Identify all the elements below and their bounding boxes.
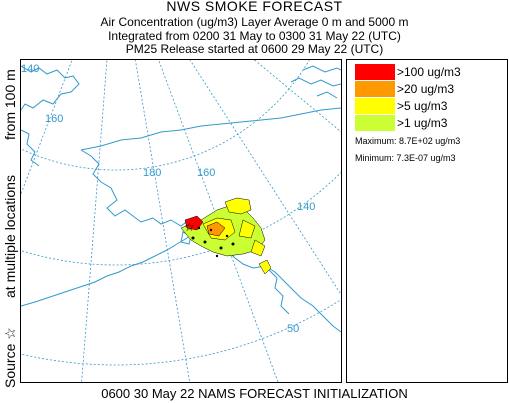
map-panel: 140 160 180 160 140 50 <box>20 59 342 383</box>
smoke-map: 140 160 180 160 140 50 <box>21 60 341 382</box>
legend-label: >1 ug/m3 <box>397 116 448 130</box>
graticule-label: 140 <box>297 201 315 213</box>
integration-period: Integrated from 0200 31 May to 0300 31 M… <box>108 29 401 43</box>
forecast-title: NWS SMOKE FORECAST <box>166 0 343 14</box>
minimum-value: Minimum: 7.3E-07 ug/m3 <box>355 153 456 163</box>
source-label: Source ☆ <box>2 327 18 388</box>
graticule-label: 50 <box>287 323 299 335</box>
graticule-meridians <box>21 60 341 382</box>
legend-label: >5 ug/m3 <box>397 99 448 113</box>
smoke-plume <box>180 197 272 275</box>
legend-label: >20 ug/m3 <box>397 82 455 96</box>
legend-swatch <box>355 98 395 114</box>
maximum-value: Maximum: 8.7E+02 ug/m3 <box>355 136 461 146</box>
forecast-initialization: 0600 30 May 22 NAMS FORECAST INITIALIZAT… <box>101 386 408 401</box>
legend-swatch <box>355 64 395 80</box>
coastlines <box>21 65 341 333</box>
source-star-icon: ☆ <box>184 220 195 234</box>
graticule-label: 140 <box>21 63 39 75</box>
graticule-label: 160 <box>197 167 215 179</box>
graticule-latitudes <box>21 60 341 366</box>
legend-label: >100 ug/m3 <box>397 65 461 79</box>
legend-swatch <box>355 115 395 131</box>
height-label: from 100 m <box>2 69 18 140</box>
legend-swatch <box>355 81 395 97</box>
graticule-label: 160 <box>45 113 63 125</box>
release-start: PM25 Release started at 0600 29 May 22 (… <box>125 42 384 56</box>
locations-label: at multiple locations <box>2 175 18 298</box>
legend-panel <box>346 59 508 383</box>
graticule-label: 180 <box>143 167 161 179</box>
concentration-subtitle: Air Concentration (ug/m3) Layer Average … <box>100 15 409 29</box>
